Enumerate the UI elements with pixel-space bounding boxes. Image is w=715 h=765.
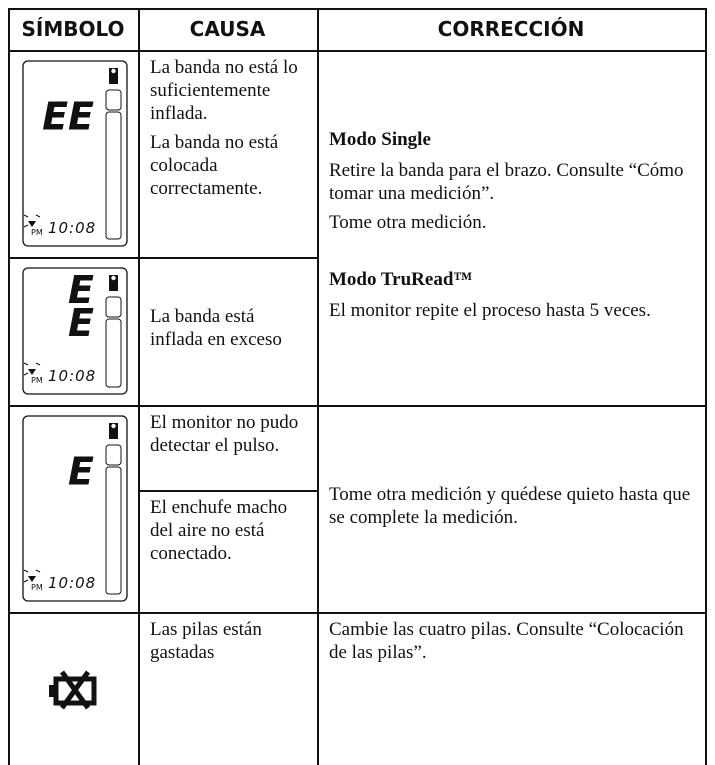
mode-heading: Modo Single [329,128,431,150]
heart-arrow [28,576,36,582]
person-icon [109,68,118,84]
heart-arrow [28,369,36,375]
correction-cell: Tome otra medición y quédese quieto hast… [317,405,705,612]
lcd-digits: E [68,450,94,494]
lcd-period: PM [31,228,43,237]
lcd-period: PM [31,376,43,385]
blink-tick [23,362,29,366]
lcd-frame [22,415,128,602]
lcd-time: 10:08 [48,367,96,385]
cause-text: La banda está inflada en exceso [150,306,282,350]
correction-cell: Modo Single Retire la banda para el brazo… [317,50,705,405]
cuff-bar [105,444,122,466]
blink-tick [23,569,29,573]
rule [705,8,707,765]
correction-text: Cambie las cuatro pilas. Consulte “Coloc… [329,619,684,663]
blink-tick [23,372,29,376]
lcd-time: 10:08 [48,574,96,592]
rule [8,257,317,259]
correction-block: Cambie las cuatro pilas. Consulte “Coloc… [329,618,695,664]
heart-arrow [28,221,36,227]
cause-cell: Las pilas están gastadas [138,612,317,765]
person-head [111,423,116,429]
lcd-time: 10:08 [48,219,96,237]
cause-text: El enchufe macho del aire no está conect… [150,497,288,564]
correction-block: Modo Single Retire la banda para el brazo… [329,128,695,240]
blink-tick [35,214,41,218]
cuff-bar [105,466,122,595]
rule [138,8,140,765]
header-text: SÍMBOLO [21,17,125,41]
rule [8,612,705,614]
rule [317,8,319,765]
column-header: CORRECCIÓN [317,8,705,50]
blink-tick [35,569,41,573]
lcd-frame [22,60,128,247]
blink-tick [23,579,29,583]
correction-text: El monitor repite el proceso hasta 5 vec… [329,299,651,321]
battery-icon [49,670,97,710]
cuff-bar [105,89,122,111]
column-header: SÍMBOLO [8,8,138,50]
lcd-symbol: EE PM 10:08 [22,267,128,395]
cause-text: Las pilas están gastadas [150,619,262,663]
cause-cell: El monitor no pudo detectar el pulso. [138,405,317,490]
cuff-bar [105,318,122,388]
cuff-bar [105,296,122,318]
cuff-bar [105,111,122,240]
header-text: CAUSA [189,17,266,41]
lcd-digits: E [68,268,94,312]
correction-text: Retire la banda para el brazo. Consulte … [329,159,684,204]
correction-cell: Cambie las cuatro pilas. Consulte “Coloc… [317,612,705,765]
lcd-frame [22,267,128,395]
rule [8,50,705,52]
lcd-digits: EE [42,95,94,139]
blink-tick [23,214,29,218]
rule [8,8,705,10]
correction-block: Tome otra medición y quédese quieto hast… [329,483,695,535]
lcd-symbol: E PM 10:08 [22,415,128,602]
mode-heading: Modo TruRead™ [329,268,473,290]
cause-text: La banda no está lo suficientemente infl… [150,57,298,124]
battery-cross [59,670,91,710]
person-icon [109,423,118,439]
blink-tick [23,224,29,228]
column-header: CAUSA [138,8,317,50]
battery-tip [49,685,56,697]
person-head [111,68,116,74]
cause-cell: La banda está inflada en exceso [138,257,317,405]
cause-text: La banda no está colocada correctamente. [150,132,279,199]
lcd-symbol: EE PM 10:08 [22,60,128,247]
rule [8,405,705,407]
correction-text: Tome otra medición. [329,211,487,233]
correction-block: Modo TruRead™ El monitor repite el proces… [329,268,695,328]
lcd-digits: E [68,301,94,345]
cause-cell: El enchufe macho del aire no está conect… [138,490,317,612]
person-icon [109,275,118,291]
cause-text: El monitor no pudo detectar el pulso. [150,412,299,456]
person-head [111,275,116,281]
rule [8,8,10,765]
correction-text: Tome otra medición y quédese quieto hast… [329,483,691,528]
header-text: CORRECCIÓN [437,17,585,41]
rule [138,490,317,492]
blink-tick [35,362,41,366]
cause-cell: La banda no está lo suficientemente infl… [138,50,317,257]
lcd-period: PM [31,583,43,592]
